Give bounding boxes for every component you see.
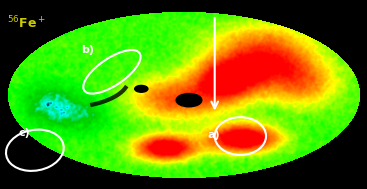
Text: c): c) (18, 128, 30, 138)
Text: a): a) (207, 130, 220, 140)
Circle shape (135, 85, 148, 92)
Text: b): b) (81, 45, 94, 55)
Text: $^{56}$Fe$^+$: $^{56}$Fe$^+$ (7, 15, 46, 32)
Circle shape (176, 94, 202, 107)
